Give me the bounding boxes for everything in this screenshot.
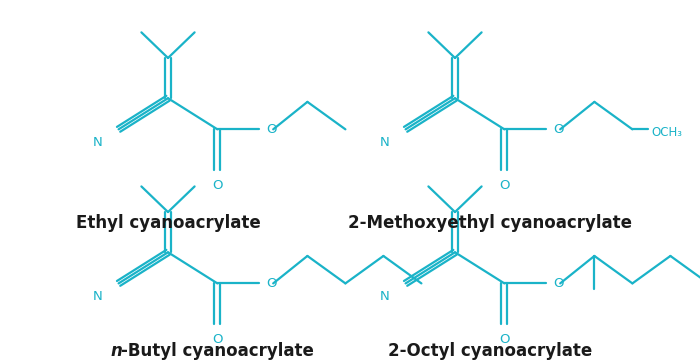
Text: O: O (266, 123, 276, 136)
Text: 2-Octyl cyanoacrylate: 2-Octyl cyanoacrylate (388, 342, 592, 360)
Text: OCH₃: OCH₃ (652, 126, 682, 139)
Text: Ethyl cyanoacrylate: Ethyl cyanoacrylate (76, 214, 260, 232)
Text: O: O (212, 333, 223, 346)
Text: O: O (553, 123, 564, 136)
Text: N: N (380, 290, 390, 303)
Text: O: O (499, 179, 510, 192)
Text: O: O (212, 179, 223, 192)
Text: 2-Methoxyethyl cyanoacrylate: 2-Methoxyethyl cyanoacrylate (348, 214, 632, 232)
Text: N: N (93, 136, 103, 149)
Text: -Butyl cyanoacrylate: -Butyl cyanoacrylate (121, 342, 314, 360)
Text: n: n (110, 342, 122, 360)
Text: N: N (93, 290, 103, 303)
Text: O: O (499, 333, 510, 346)
Text: O: O (553, 277, 564, 290)
Text: O: O (266, 277, 276, 290)
Text: N: N (380, 136, 390, 149)
